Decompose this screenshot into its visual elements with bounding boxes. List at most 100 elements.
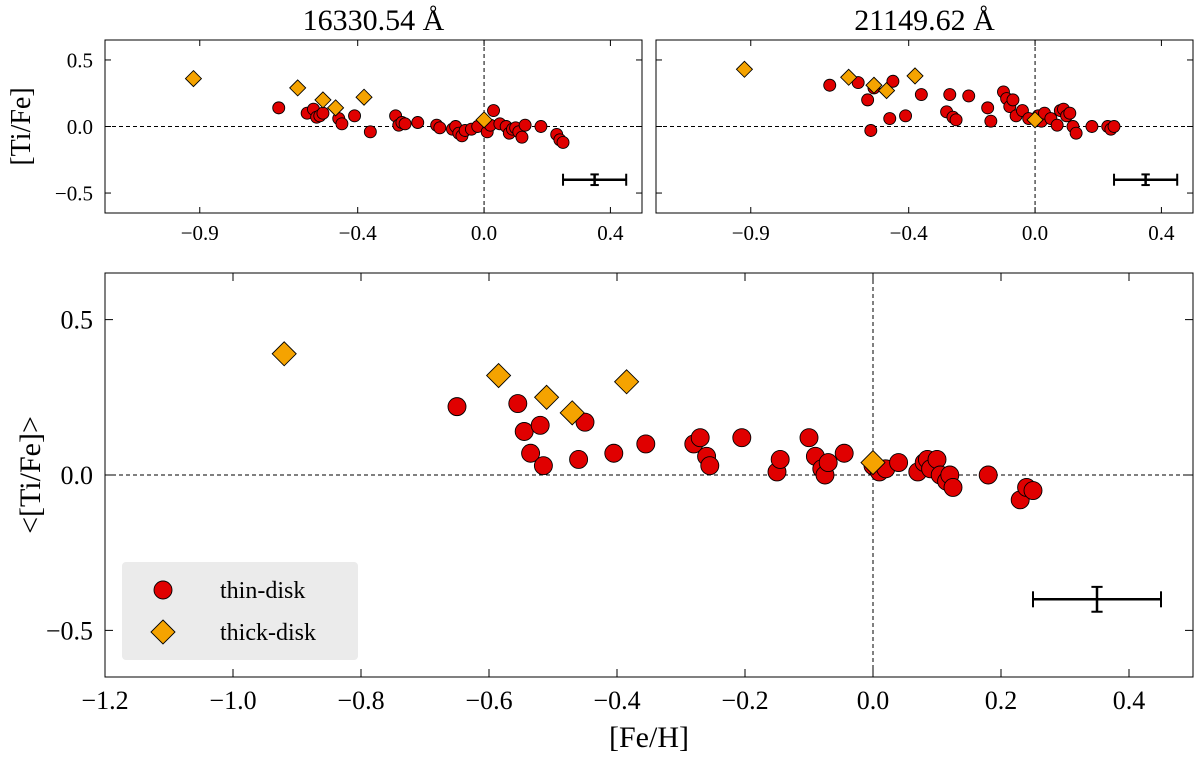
data-point-thin-disk	[914, 88, 928, 102]
data-point-thin-disk	[834, 443, 854, 463]
data-point-thin-disk	[1069, 126, 1083, 140]
y-tick-label: −0.5	[55, 181, 93, 205]
x-tick-label: 0.4	[1148, 221, 1175, 245]
data-point-thick-disk	[326, 99, 345, 117]
data-point-thin-disk	[335, 117, 349, 131]
data-point-thick-disk	[906, 67, 924, 85]
data-point-thin-disk	[700, 456, 720, 476]
legend-label-thick-disk: thick-disk	[220, 620, 316, 646]
data-point-thin-disk	[823, 78, 837, 92]
data-point-thin-disk	[818, 453, 838, 473]
panel-top-right: −0.9 −0.4 0.0 0.4 21149.62 Å	[655, 4, 1194, 245]
legend-marker-thin-disk	[153, 580, 173, 600]
legend: thin-disk thick-disk	[122, 562, 358, 660]
data-point-thin-disk	[984, 114, 998, 128]
x-tick-label: −0.4	[339, 221, 378, 245]
x-tick-label: 0.2	[985, 686, 1018, 715]
x-tick-label: 0.0	[471, 221, 497, 245]
data-point-thin-disk	[636, 434, 656, 454]
data-point-thin-disk	[1023, 481, 1043, 500]
data-point-thin-disk	[799, 428, 819, 448]
data-point-thin-disk	[889, 453, 909, 473]
data-point-thin-disk	[943, 88, 957, 102]
data-point-thin-disk	[1107, 120, 1121, 133]
data-point-thick-disk	[1026, 111, 1044, 129]
data-point-thick-disk	[533, 384, 560, 410]
data-point-thin-disk	[534, 120, 548, 133]
x-tick-label: 0.4	[597, 221, 624, 245]
data-point-thin-disk	[1085, 120, 1099, 133]
data-point-thin-disk	[508, 394, 528, 413]
y-tick-label: 0.0	[61, 461, 94, 490]
y-tick-label: 0.5	[61, 306, 94, 335]
data-point-thin-disk	[515, 130, 529, 144]
data-point-thin-disk	[1006, 93, 1020, 107]
x-tick-label: −0.2	[721, 686, 768, 715]
data-point-thin-disk	[732, 428, 752, 448]
data-point-thin-disk	[770, 450, 790, 469]
data-point-thin-disk	[943, 477, 963, 497]
data-point-thin-disk	[398, 117, 412, 131]
x-tick-label: −0.9	[732, 221, 770, 245]
data-point-thin-disk	[949, 113, 963, 127]
data-point-thick-disk	[289, 79, 307, 97]
data-point-thin-disk	[861, 93, 875, 107]
y-axis-label: [Ti/Fe]	[6, 87, 37, 165]
data-point-thin-disk	[883, 112, 897, 125]
data-point-thin-disk	[447, 397, 467, 417]
data-point-thick-disk	[271, 341, 297, 367]
data-point-thick-disk	[475, 111, 493, 129]
data-point-thin-disk	[575, 412, 595, 432]
data-point-thick-disk	[877, 81, 896, 100]
data-point-thick-disk	[485, 362, 512, 389]
data-point-thick-disk	[865, 76, 883, 94]
data-point-thick-disk	[559, 400, 585, 426]
chart-title: 16330.54 Å	[303, 4, 445, 37]
data-point-thick-disk	[860, 449, 886, 476]
data-point-thin-disk	[604, 443, 624, 463]
data-point-thin-disk	[981, 101, 995, 115]
panel-bottom: −1.2 −1.0 −0.8 −0.6 −0.4 −0.2 0.0 0.2 0.4 0.5 0.0 −…	[14, 272, 1194, 754]
legend-box	[122, 562, 358, 660]
data-point-thick-disk	[314, 91, 332, 109]
x-tick-label: −0.6	[465, 686, 512, 715]
data-point-thin-disk	[690, 428, 710, 448]
y-tick-label: −0.5	[46, 616, 93, 645]
data-point-thin-disk	[962, 89, 976, 103]
data-point-thin-disk	[851, 76, 865, 90]
data-point-thin-disk	[978, 465, 998, 485]
legend-marker-thick-disk	[150, 619, 176, 645]
y-tick-label: 0.0	[67, 115, 93, 139]
data-point-thin-disk	[514, 422, 534, 441]
data-point-thin-disk	[927, 450, 947, 469]
data-point-thin-disk	[316, 106, 330, 120]
data-point-thick-disk	[355, 88, 373, 106]
data-point-thick-disk	[735, 60, 754, 78]
x-axis-label: [Fe/H]	[609, 721, 689, 754]
data-point-thin-disk	[864, 124, 878, 137]
data-point-thick-disk	[840, 68, 858, 86]
x-tick-label: −1.0	[209, 686, 256, 715]
data-point-thin-disk	[1063, 106, 1077, 120]
data-point-thin-disk	[521, 443, 541, 463]
data-point-thick-disk	[613, 369, 640, 395]
x-tick-label: −0.8	[337, 686, 384, 715]
data-point-thin-disk	[569, 450, 589, 469]
data-point-thin-disk	[518, 118, 532, 132]
data-point-thin-disk	[487, 104, 500, 117]
x-tick-label: 0.0	[1022, 221, 1048, 245]
data-point-thin-disk	[899, 109, 912, 123]
data-point-thin-disk	[530, 415, 550, 435]
x-tick-label: 0.0	[857, 686, 890, 715]
y-tick-label: 0.5	[67, 48, 93, 72]
x-tick-label: −0.4	[890, 221, 929, 245]
x-tick-label: −1.2	[81, 686, 128, 715]
x-tick-label: −0.4	[593, 686, 640, 715]
data-point-thin-disk	[411, 116, 425, 129]
data-point-thin-disk	[272, 101, 286, 115]
y-axis-label: <[Ti/Fe]>	[14, 416, 47, 534]
data-point-thin-disk	[886, 74, 900, 88]
x-tick-label: −0.9	[181, 221, 219, 245]
chart-title: 21149.62 Å	[854, 4, 995, 37]
